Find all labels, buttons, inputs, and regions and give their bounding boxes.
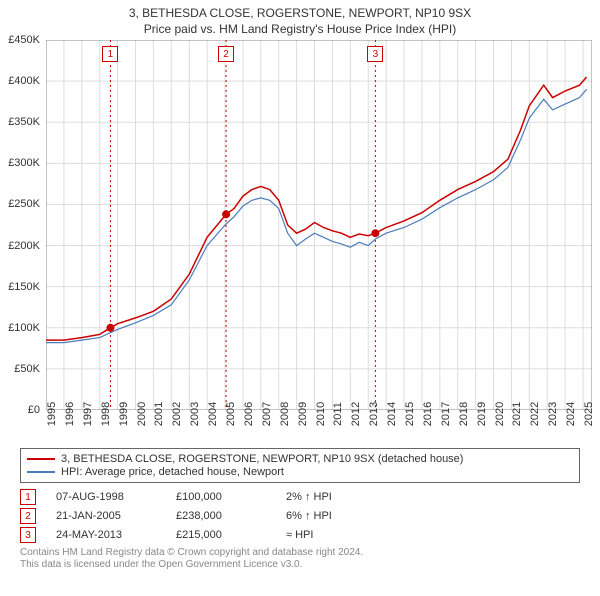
chart-title: 3, BETHESDA CLOSE, ROGERSTONE, NEWPORT, …	[0, 6, 600, 20]
tx-date: 24-MAY-2013	[56, 529, 176, 541]
y-tick-label: £150K	[8, 281, 40, 293]
legend-swatch-subject	[27, 458, 55, 460]
chart-marker-label: 2	[218, 46, 234, 62]
x-tick-label: 2014	[386, 402, 398, 426]
tx-pct: 6% ↑ HPI	[286, 510, 406, 522]
chart-svg	[46, 40, 592, 410]
legend-item-subject: 3, BETHESDA CLOSE, ROGERSTONE, NEWPORT, …	[27, 453, 573, 465]
y-tick-label: £250K	[8, 198, 40, 210]
x-tick-label: 2019	[476, 402, 488, 426]
x-tick-label: 2015	[404, 402, 416, 426]
x-tick-label: 2020	[494, 402, 506, 426]
tx-date: 21-JAN-2005	[56, 510, 176, 522]
legend-item-hpi: HPI: Average price, detached house, Newp…	[27, 466, 573, 478]
tx-date: 07-AUG-1998	[56, 491, 176, 503]
x-tick-label: 2011	[332, 402, 344, 426]
x-tick-label: 2009	[297, 402, 309, 426]
tx-price: £215,000	[176, 529, 286, 541]
x-tick-label: 2018	[458, 402, 470, 426]
x-tick-label: 2010	[315, 402, 327, 426]
x-tick-label: 2001	[153, 402, 165, 426]
x-tick-label: 2012	[350, 402, 362, 426]
tx-marker-1: 1	[20, 489, 36, 505]
x-tick-label: 1995	[46, 402, 58, 426]
x-tick-label: 2003	[189, 402, 201, 426]
tx-pct: 2% ↑ HPI	[286, 491, 406, 503]
chart-container: 3, BETHESDA CLOSE, ROGERSTONE, NEWPORT, …	[0, 6, 600, 571]
x-tick-label: 2017	[440, 402, 452, 426]
legend: 3, BETHESDA CLOSE, ROGERSTONE, NEWPORT, …	[20, 448, 580, 483]
legend-label-hpi: HPI: Average price, detached house, Newp…	[61, 466, 284, 478]
y-tick-label: £450K	[8, 34, 40, 46]
tx-price: £238,000	[176, 510, 286, 522]
footer-line-2: This data is licensed under the Open Gov…	[20, 559, 580, 571]
y-tick-label: £50K	[14, 363, 40, 375]
x-tick-label: 2022	[529, 402, 541, 426]
table-row: 3 24-MAY-2013 £215,000 ≈ HPI	[20, 527, 580, 543]
chart-marker-label: 1	[102, 46, 118, 62]
y-tick-label: £350K	[8, 116, 40, 128]
x-tick-label: 2005	[225, 402, 237, 426]
x-tick-label: 2000	[136, 402, 148, 426]
chart-plot-area: £0£50K£100K£150K£200K£250K£300K£350K£400…	[46, 40, 592, 410]
x-tick-label: 2004	[207, 402, 219, 426]
x-tick-label: 2007	[261, 402, 273, 426]
table-row: 1 07-AUG-1998 £100,000 2% ↑ HPI	[20, 489, 580, 505]
table-row: 2 21-JAN-2005 £238,000 6% ↑ HPI	[20, 508, 580, 524]
tx-marker-2: 2	[20, 508, 36, 524]
tx-pct: ≈ HPI	[286, 529, 406, 541]
x-tick-label: 2013	[368, 402, 380, 426]
x-tick-label: 2024	[565, 402, 577, 426]
chart-subtitle: Price paid vs. HM Land Registry's House …	[0, 22, 600, 36]
x-tick-label: 1999	[118, 402, 130, 426]
tx-price: £100,000	[176, 491, 286, 503]
y-tick-label: £300K	[8, 157, 40, 169]
footer-line-1: Contains HM Land Registry data © Crown c…	[20, 547, 580, 559]
chart-marker-label: 3	[367, 46, 383, 62]
x-tick-label: 2025	[583, 402, 595, 426]
legend-label-subject: 3, BETHESDA CLOSE, ROGERSTONE, NEWPORT, …	[61, 453, 463, 465]
tx-marker-3: 3	[20, 527, 36, 543]
x-tick-label: 2021	[511, 402, 523, 426]
y-tick-label: £0	[28, 404, 40, 416]
x-tick-label: 2006	[243, 402, 255, 426]
x-tick-label: 2002	[171, 402, 183, 426]
transaction-table: 1 07-AUG-1998 £100,000 2% ↑ HPI 2 21-JAN…	[20, 489, 580, 543]
y-tick-label: £100K	[8, 322, 40, 334]
footer: Contains HM Land Registry data © Crown c…	[20, 547, 580, 571]
x-tick-label: 1996	[64, 402, 76, 426]
y-tick-label: £200K	[8, 240, 40, 252]
x-tick-label: 1998	[100, 402, 112, 426]
y-tick-label: £400K	[8, 75, 40, 87]
x-tick-label: 1997	[82, 402, 94, 426]
legend-swatch-hpi	[27, 471, 55, 473]
x-tick-label: 2023	[547, 402, 559, 426]
x-tick-label: 2008	[279, 402, 291, 426]
x-tick-label: 2016	[422, 402, 434, 426]
